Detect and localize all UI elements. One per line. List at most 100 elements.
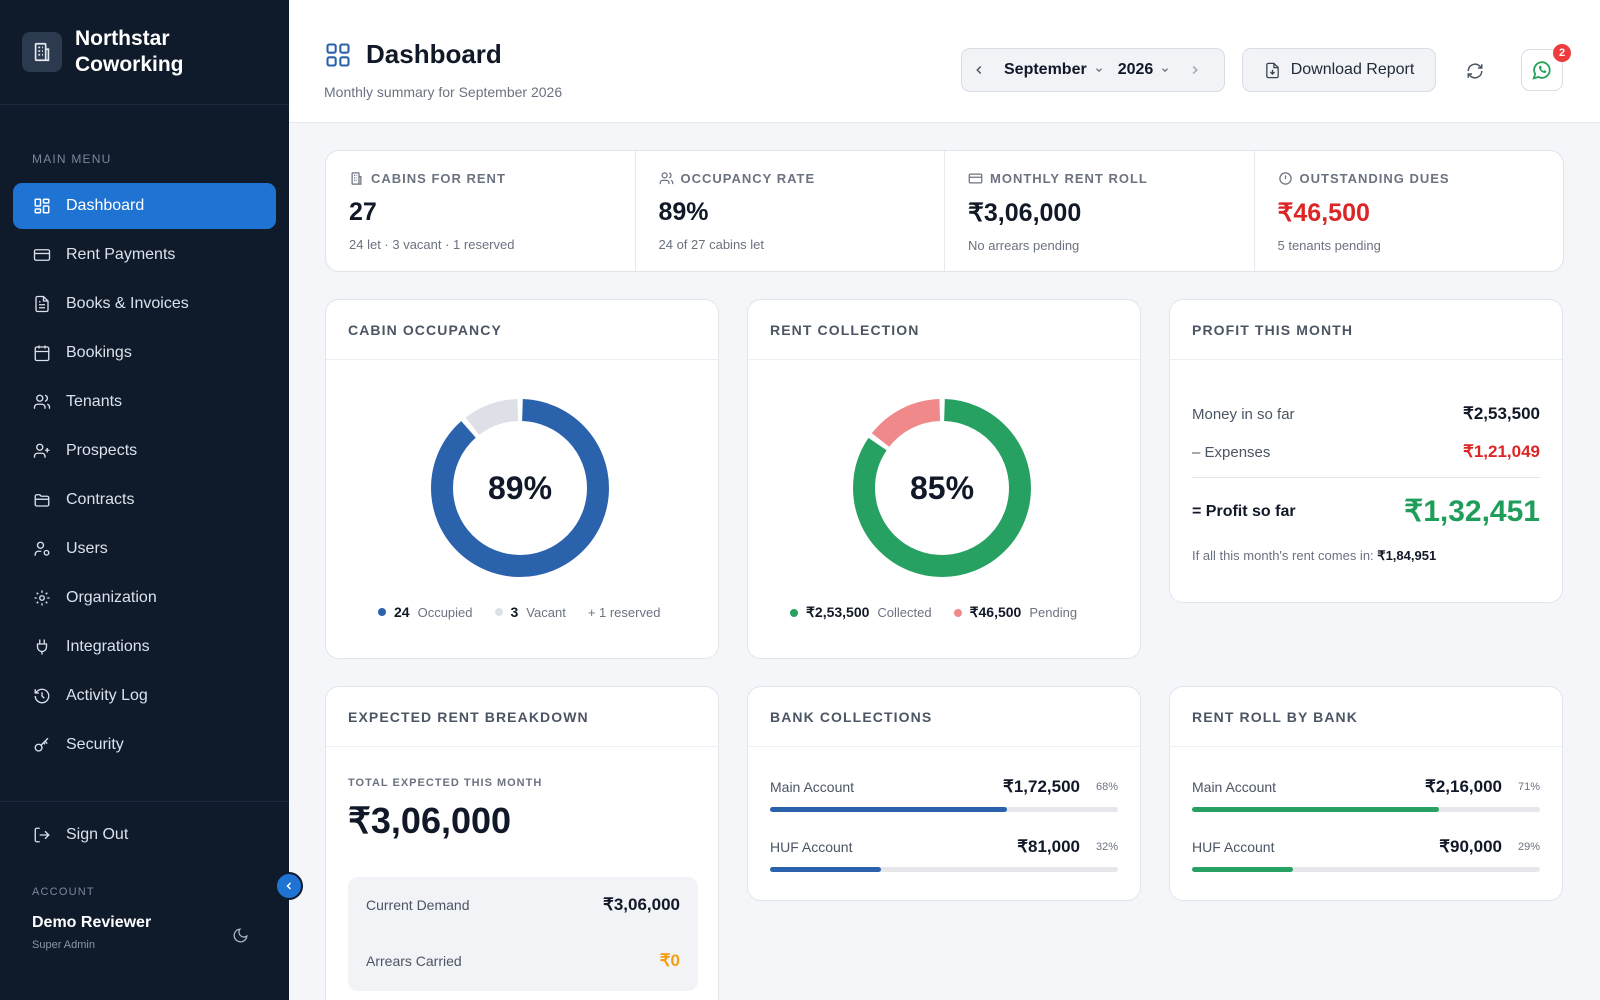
brand: Northstar Coworking xyxy=(0,0,289,105)
stat-value: ₹46,500 xyxy=(1277,199,1370,227)
occupied-dot xyxy=(378,608,386,616)
pending-amount: ₹46,500 xyxy=(969,604,1022,620)
sidebar-item-label: Books & Invoices xyxy=(66,295,189,312)
card-title: RENT ROLL BY BANK xyxy=(1170,687,1562,747)
building-icon xyxy=(22,32,62,72)
sign-out-button[interactable]: Sign Out xyxy=(13,812,276,858)
stat-label: MONTHLY RENT ROLL xyxy=(990,171,1148,186)
collection-legend: ₹2,53,500 Collected ₹46,500 Pending xyxy=(790,604,1077,621)
card-title: PROFIT THIS MONTH xyxy=(1170,300,1562,360)
rent-collection-card: RENT COLLECTION 85% ₹2,53,500 Collected ₹… xyxy=(747,299,1141,659)
sign-out-icon xyxy=(32,825,52,845)
year-select[interactable]: 2026 xyxy=(1118,61,1171,79)
refresh-button[interactable] xyxy=(1459,55,1491,87)
profit-row: = Profit so far ₹1,32,451 xyxy=(1192,494,1540,529)
plug-icon xyxy=(32,637,52,657)
page-subtitle: Monthly summary for September 2026 xyxy=(324,84,563,100)
stat-cabins: CABINS FOR RENT 27 24 let · 3 vacant · 1… xyxy=(326,151,636,271)
sidebar-item-integrations[interactable]: Integrations xyxy=(13,624,276,670)
account-label: ACCOUNT xyxy=(32,886,95,898)
sidebar-item-books-invoices[interactable]: Books & Invoices xyxy=(13,281,276,327)
bank-bar-fill xyxy=(770,807,1007,812)
user-plus-icon xyxy=(32,441,52,461)
bank-name: HUF Account xyxy=(770,839,853,855)
whatsapp-button[interactable]: 2 xyxy=(1521,44,1571,91)
chevron-right-icon xyxy=(1188,63,1202,77)
chevron-down-icon xyxy=(1094,65,1104,75)
sign-out-label: Sign Out xyxy=(66,826,129,843)
stat-outstanding: OUTSTANDING DUES ₹46,500 5 tenants pendi… xyxy=(1255,151,1564,271)
profit-value: ₹1,32,451 xyxy=(1404,495,1540,528)
sidebar-item-prospects[interactable]: Prospects xyxy=(13,428,276,474)
prev-month-button[interactable] xyxy=(962,49,996,91)
total-expected-value: ₹3,06,000 xyxy=(348,800,512,841)
folder-icon xyxy=(32,490,52,510)
dashboard-icon xyxy=(32,196,52,216)
stat-sub: No arrears pending xyxy=(968,238,1080,253)
sidebar-item-rent-payments[interactable]: Rent Payments xyxy=(13,232,276,278)
sidebar-item-security[interactable]: Security xyxy=(13,722,276,768)
expenses-label: – Expenses xyxy=(1192,443,1271,461)
main-content: Dashboard Monthly summary for September … xyxy=(289,0,1600,1000)
theme-toggle[interactable] xyxy=(228,923,252,947)
current-demand-row: Current Demand ₹3,06,000 xyxy=(366,895,680,915)
donut-occupied-segment xyxy=(431,399,609,577)
download-report-button[interactable]: Download Report xyxy=(1242,48,1436,92)
stat-sub: 24 of 27 cabins let xyxy=(658,237,765,252)
moon-icon xyxy=(232,927,249,944)
bank-bar-fill xyxy=(1192,867,1293,872)
money-in-label: Money in so far xyxy=(1192,405,1295,423)
expected-rent-card: EXPECTED RENT BREAKDOWN TOTAL EXPECTED T… xyxy=(325,686,719,1000)
profit-divider xyxy=(1192,477,1540,478)
current-demand-value: ₹3,06,000 xyxy=(603,895,680,914)
projection-row: If all this month's rent comes in: ₹1,84… xyxy=(1192,548,1436,564)
collected-label: Collected xyxy=(877,605,932,620)
main-menu-label: MAIN MENU xyxy=(32,152,112,166)
sidebar-item-activity-log[interactable]: Activity Log xyxy=(13,673,276,719)
sidebar-item-label: Contracts xyxy=(66,491,135,508)
sidebar: Northstar Coworking MAIN MENU Dashboard … xyxy=(0,0,289,1000)
stat-sub: 5 tenants pending xyxy=(1277,238,1381,253)
money-in-row: Money in so far ₹2,53,500 xyxy=(1192,404,1540,424)
month-picker: September 2026 xyxy=(961,48,1225,92)
sidebar-item-label: Activity Log xyxy=(66,687,148,704)
cabin-occupancy-card: CABIN OCCUPANCY 89% 24 Occupied 3 Vacant +… xyxy=(325,299,719,659)
bank-amount: ₹90,000 xyxy=(1439,837,1502,856)
projection-value: ₹1,84,951 xyxy=(1377,548,1437,563)
bank-percent: 68% xyxy=(1095,781,1118,793)
sidebar-item-label: Tenants xyxy=(66,393,123,410)
sidebar-item-dashboard[interactable]: Dashboard xyxy=(13,183,276,229)
sidebar-item-label: Security xyxy=(66,736,124,753)
stat-occupancy: OCCUPANCY RATE 89% 24 of 27 cabins let xyxy=(636,151,945,271)
bank-row: Main Account ₹1,72,500 68% xyxy=(770,777,1118,812)
sidebar-item-label: Organization xyxy=(66,589,157,606)
sidebar-item-users[interactable]: Users xyxy=(13,526,276,572)
sidebar-item-contracts[interactable]: Contracts xyxy=(13,477,276,523)
collected-amount: ₹2,53,500 xyxy=(806,604,870,620)
main-menu: Dashboard Rent Payments Books & Invoices… xyxy=(13,183,276,771)
month-select[interactable]: September xyxy=(1004,61,1104,79)
brand-line-1: Northstar xyxy=(75,27,170,50)
sidebar-item-tenants[interactable]: Tenants xyxy=(13,379,276,425)
stats-strip: CABINS FOR RENT 27 24 let · 3 vacant · 1… xyxy=(325,150,1564,272)
arrears-label: Arrears Carried xyxy=(366,953,462,969)
expenses-row: – Expenses ₹1,21,049 xyxy=(1192,442,1540,462)
next-month-button[interactable] xyxy=(1178,49,1212,91)
sidebar-item-bookings[interactable]: Bookings xyxy=(13,330,276,376)
sidebar-item-organization[interactable]: Organization xyxy=(13,575,276,621)
bank-bar-fill xyxy=(1192,807,1440,812)
bank-bar-track xyxy=(770,807,1118,812)
user-gear-icon xyxy=(32,539,52,559)
download-report-label: Download Report xyxy=(1290,61,1415,78)
stat-label: OUTSTANDING DUES xyxy=(1299,171,1450,186)
bank-percent: 29% xyxy=(1517,841,1540,853)
sidebar-item-label: Dashboard xyxy=(66,197,145,214)
card-icon xyxy=(32,245,52,265)
collapse-sidebar-button[interactable] xyxy=(275,872,303,900)
collection-donut: 85% xyxy=(852,398,1032,578)
occupancy-donut: 89% xyxy=(430,398,610,578)
arrears-row: Arrears Carried ₹0 xyxy=(366,951,680,971)
donut-collected-segment xyxy=(853,399,1031,577)
vacant-dot xyxy=(494,608,503,616)
collected-dot xyxy=(790,608,798,617)
